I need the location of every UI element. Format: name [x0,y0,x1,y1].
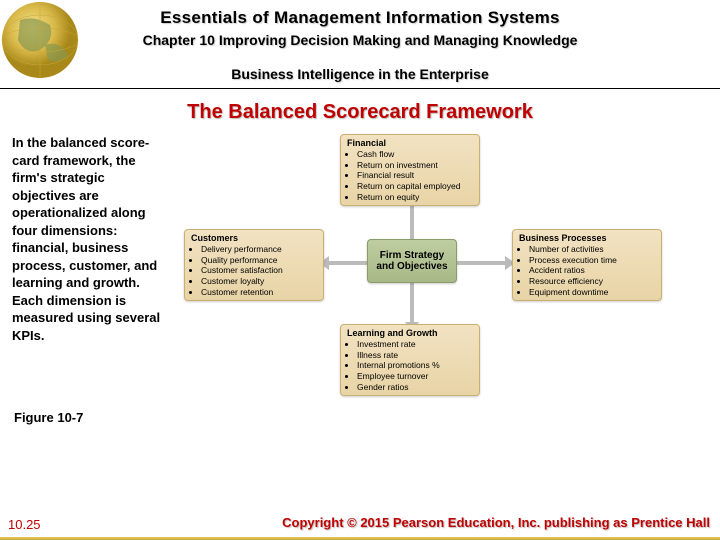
content-area: In the balanced score-card framework, th… [0,134,720,394]
box-business: Business Processes Number of activities … [512,229,662,301]
center-box: Firm Strategy and Objectives [367,239,457,283]
list-item: Return on capital employed [357,181,473,192]
box-financial: Financial Cash flow Return on investment… [340,134,480,206]
section-title: Business Intelligence in the Enterprise [0,66,720,82]
list-item: Resource efficiency [529,276,655,287]
list-item: Gender ratios [357,382,473,393]
box-customers: Customers Delivery performance Quality p… [184,229,324,301]
list-item: Return on equity [357,192,473,203]
box-customers-list: Delivery performance Quality performance… [191,244,317,297]
box-financial-list: Cash flow Return on investment Financial… [347,149,473,202]
scorecard-diagram: Firm Strategy and Objectives Financial C… [172,134,708,394]
copyright-footer: Copyright © 2015 Pearson Education, Inc.… [282,515,710,530]
chapter-title: Chapter 10 Improving Decision Making and… [0,32,720,48]
list-item: Customer satisfaction [201,265,317,276]
list-item: Financial result [357,170,473,181]
list-item: Internal promotions % [357,360,473,371]
list-item: Employee turnover [357,371,473,382]
list-item: Quality performance [201,255,317,266]
list-item: Equipment downtime [529,287,655,298]
list-item: Customer loyalty [201,276,317,287]
box-learning-title: Learning and Growth [347,328,473,338]
list-item: Accident ratios [529,265,655,276]
page-number: 10.25 [8,517,41,532]
slide-header: Essentials of Management Information Sys… [0,0,720,89]
slide-title: The Balanced Scorecard Framework [0,101,720,124]
list-item: Process execution time [529,255,655,266]
list-item: Customer retention [201,287,317,298]
box-business-title: Business Processes [519,233,655,243]
header-rule [0,88,720,89]
list-item: Return on investment [357,160,473,171]
list-item: Investment rate [357,339,473,350]
center-box-label: Firm Strategy and Objectives [376,250,447,272]
globe-decoration [0,0,90,90]
box-learning: Learning and Growth Investment rate Illn… [340,324,480,396]
box-customers-title: Customers [191,233,317,243]
book-title: Essentials of Management Information Sys… [0,8,720,28]
box-learning-list: Investment rate Illness rate Internal pr… [347,339,473,392]
body-text: In the balanced score-card framework, th… [12,134,172,394]
list-item: Delivery performance [201,244,317,255]
figure-label: Figure 10-7 [14,410,720,425]
box-business-list: Number of activities Process execution t… [519,244,655,297]
box-financial-title: Financial [347,138,473,148]
list-item: Number of activities [529,244,655,255]
list-item: Illness rate [357,350,473,361]
list-item: Cash flow [357,149,473,160]
